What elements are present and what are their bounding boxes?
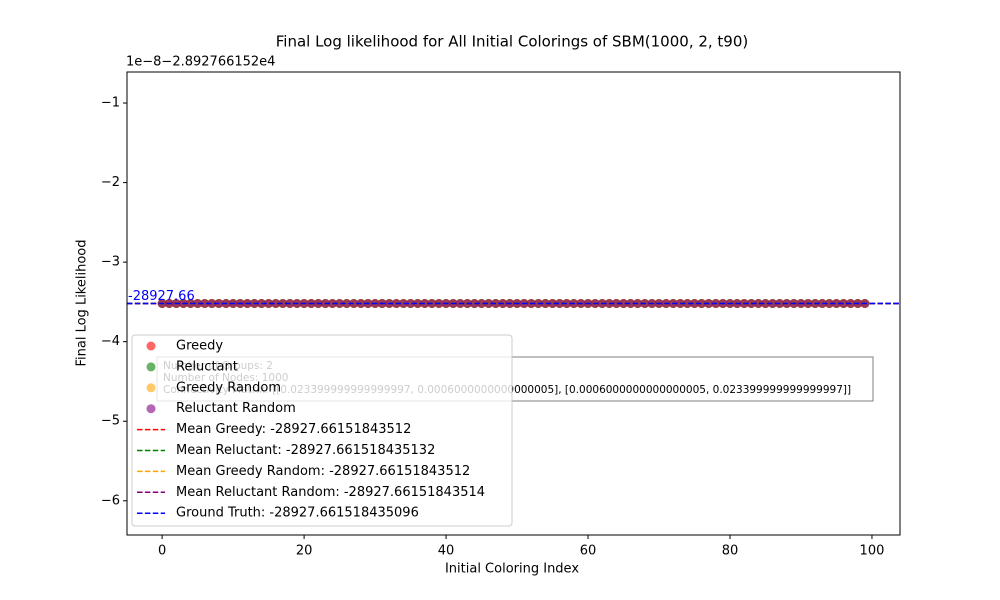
legend-label: Mean Greedy: -28927.66151843512 bbox=[176, 422, 411, 437]
point bbox=[477, 299, 487, 308]
point bbox=[548, 299, 558, 308]
chart-title: Final Log likelihood for All Initial Col… bbox=[276, 33, 749, 51]
y-tick-label: −4 bbox=[101, 334, 120, 349]
point bbox=[193, 299, 203, 308]
point bbox=[697, 299, 707, 308]
legend-label: Greedy bbox=[176, 339, 223, 354]
legend-box bbox=[131, 334, 513, 527]
legend-label: Mean Reluctant: -28927.661518435132 bbox=[176, 443, 435, 458]
point bbox=[540, 299, 550, 308]
point bbox=[342, 299, 352, 308]
legend-marker bbox=[146, 362, 156, 372]
point bbox=[200, 299, 210, 308]
offset-label: 1e−8−2.892766152e4 bbox=[126, 55, 275, 70]
legend-label: Mean Greedy Random: -28927.66151843512 bbox=[176, 464, 470, 479]
point bbox=[555, 299, 565, 308]
point bbox=[760, 299, 770, 308]
point bbox=[335, 299, 345, 308]
legend-label: Ground Truth: -28927.661518435096 bbox=[176, 506, 419, 521]
point bbox=[349, 299, 359, 308]
point bbox=[619, 299, 629, 308]
plot-area bbox=[127, 299, 900, 308]
point bbox=[682, 299, 692, 308]
axes-frame bbox=[126, 71, 901, 536]
legend-marker bbox=[146, 341, 156, 351]
point bbox=[469, 299, 479, 308]
legend-marker bbox=[146, 404, 156, 414]
point bbox=[611, 299, 621, 308]
y-tick-label: −5 bbox=[101, 414, 120, 429]
x-tick-label: 100 bbox=[860, 544, 885, 559]
y-tick-label: −1 bbox=[101, 96, 120, 111]
point bbox=[406, 299, 416, 308]
point bbox=[413, 299, 423, 308]
legend-label: Mean Reluctant Random: -28927.6615184351… bbox=[176, 485, 485, 500]
y-tick-label: −6 bbox=[101, 493, 120, 508]
point bbox=[271, 299, 281, 308]
legend-label: Reluctant Random bbox=[176, 401, 296, 416]
point bbox=[398, 299, 408, 308]
x-axis-label: Initial Coloring Index bbox=[445, 562, 579, 577]
x-tick-label: 60 bbox=[580, 544, 597, 559]
point bbox=[831, 299, 841, 308]
x-tick-label: 40 bbox=[438, 544, 455, 559]
point bbox=[207, 299, 217, 308]
x-tick-label: 20 bbox=[296, 544, 313, 559]
point bbox=[768, 299, 778, 308]
legend-marker bbox=[146, 383, 156, 393]
legend-label: Greedy Random bbox=[176, 380, 281, 395]
y-axis-label: Final Log Likelihood bbox=[75, 240, 90, 367]
point bbox=[278, 299, 288, 308]
y-tick-label: −3 bbox=[101, 255, 120, 270]
point bbox=[753, 299, 763, 308]
annotation: -28927.66 bbox=[128, 289, 195, 304]
x-tick-label: 80 bbox=[722, 544, 739, 559]
point bbox=[484, 299, 494, 308]
y-tick-label: −2 bbox=[101, 175, 120, 190]
legend-label: Reluctant bbox=[176, 359, 238, 374]
x-tick-label: 0 bbox=[158, 544, 166, 559]
point bbox=[824, 299, 834, 308]
point bbox=[626, 299, 636, 308]
point bbox=[690, 299, 700, 308]
point bbox=[839, 299, 849, 308]
point bbox=[264, 299, 274, 308]
